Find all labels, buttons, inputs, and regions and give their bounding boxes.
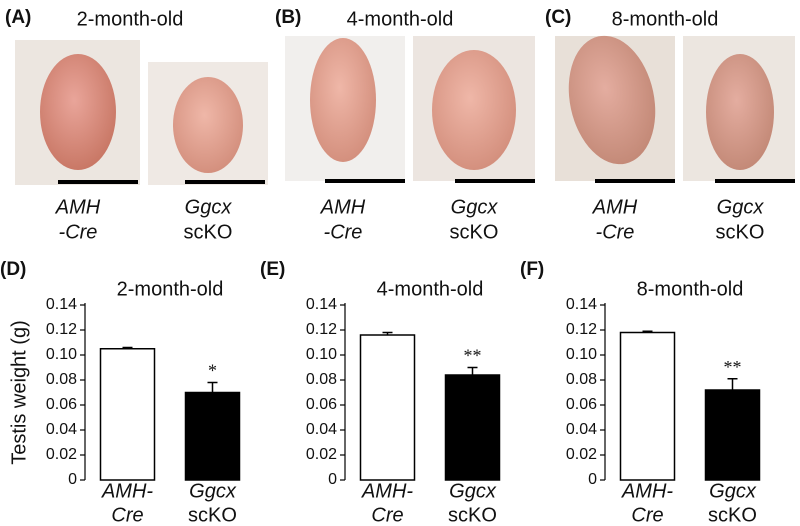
photo-caption: AMH [592, 196, 638, 218]
bar [99, 348, 156, 481]
photos [15, 35, 795, 185]
error-bar [642, 330, 653, 333]
photo-caption: Ggcx [451, 196, 499, 218]
photo-caption: scKO [716, 221, 765, 243]
x-tick-label: scKO [188, 504, 237, 526]
y-tick-label: 0.08 [306, 371, 337, 388]
x-tick-label: Cre [371, 504, 403, 526]
significance: ** [724, 357, 742, 377]
error-bar [727, 378, 738, 390]
panel-title: 2-month-old [77, 8, 184, 30]
y-tick-label: 0.12 [306, 321, 337, 338]
significance: ** [464, 346, 482, 366]
y-tick-label: 0 [328, 471, 337, 488]
photo-caption: AMH [55, 196, 101, 218]
photo-caption: AMH [320, 196, 366, 218]
panel-label: (A) [5, 7, 31, 28]
photo-caption: scKO [450, 221, 499, 243]
y-tick-label: 0.12 [566, 321, 597, 338]
x-tick-label: Cre [631, 504, 663, 526]
photo-caption: Ggcx [185, 196, 233, 218]
panel-label: (B) [275, 7, 301, 28]
y-tick-label: 0.06 [46, 396, 77, 413]
x-tick-label: Ggcx [449, 480, 497, 502]
error-bar [382, 331, 393, 335]
bar [444, 374, 501, 481]
panel-label: (E) [260, 259, 285, 280]
bar [619, 331, 676, 481]
photo-caption: -Cre [59, 221, 98, 243]
photo-caption: scKO [184, 221, 233, 243]
error-bar [122, 346, 133, 349]
x-tick-label: Cre [111, 504, 143, 526]
significance: * [208, 361, 217, 381]
x-tick-label: scKO [448, 504, 497, 526]
chart-title: 2-month-old [117, 278, 224, 300]
photo-caption: Ggcx [717, 196, 765, 218]
x-tick-label: Ggcx [189, 480, 237, 502]
y-tick-label: 0.14 [46, 296, 77, 313]
y-tick-label: 0.04 [46, 421, 77, 438]
error-bar [207, 381, 218, 393]
x-tick-label: AMH- [101, 480, 153, 502]
y-tick-label: 0.06 [306, 396, 337, 413]
chart-title: 4-month-old [377, 278, 484, 300]
x-tick-label: AMH- [621, 480, 673, 502]
y-tick-label: 0 [68, 471, 77, 488]
y-tick-label: 0.10 [46, 346, 77, 363]
panel-title: 8-month-old [612, 8, 719, 30]
y-tick-label: 0.14 [566, 296, 597, 313]
y-tick-label: 0.12 [46, 321, 77, 338]
y-tick-label: 0.02 [46, 446, 77, 463]
y-axis-label: Testis weight (g) [8, 320, 30, 465]
y-tick-label: 0.10 [306, 346, 337, 363]
y-tick-label: 0.04 [306, 421, 337, 438]
y-tick-label: 0.14 [306, 296, 337, 313]
panel-label: (C) [545, 7, 571, 28]
y-tick-label: 0.02 [566, 446, 597, 463]
y-tick-label: 0.08 [566, 371, 597, 388]
bar [359, 334, 416, 481]
chart-title: 8-month-old [637, 278, 744, 300]
bar [184, 391, 241, 481]
y-tick-label: 0.04 [566, 421, 597, 438]
panel-title: 4-month-old [347, 8, 454, 30]
y-tick-label: 0.10 [566, 346, 597, 363]
panel-label: (D) [0, 259, 26, 280]
photo-caption: -Cre [596, 221, 635, 243]
x-tick-label: Ggcx [709, 480, 757, 502]
y-tick-label: 0.06 [566, 396, 597, 413]
x-tick-label: scKO [708, 504, 757, 526]
y-tick-label: 0.08 [46, 371, 77, 388]
bar [704, 389, 761, 481]
x-tick-label: AMH- [361, 480, 413, 502]
panel-label: (F) [520, 259, 544, 280]
photo-caption: -Cre [324, 221, 363, 243]
y-tick-label: 0.02 [306, 446, 337, 463]
error-bar [467, 366, 478, 375]
y-tick-label: 0 [588, 471, 597, 488]
